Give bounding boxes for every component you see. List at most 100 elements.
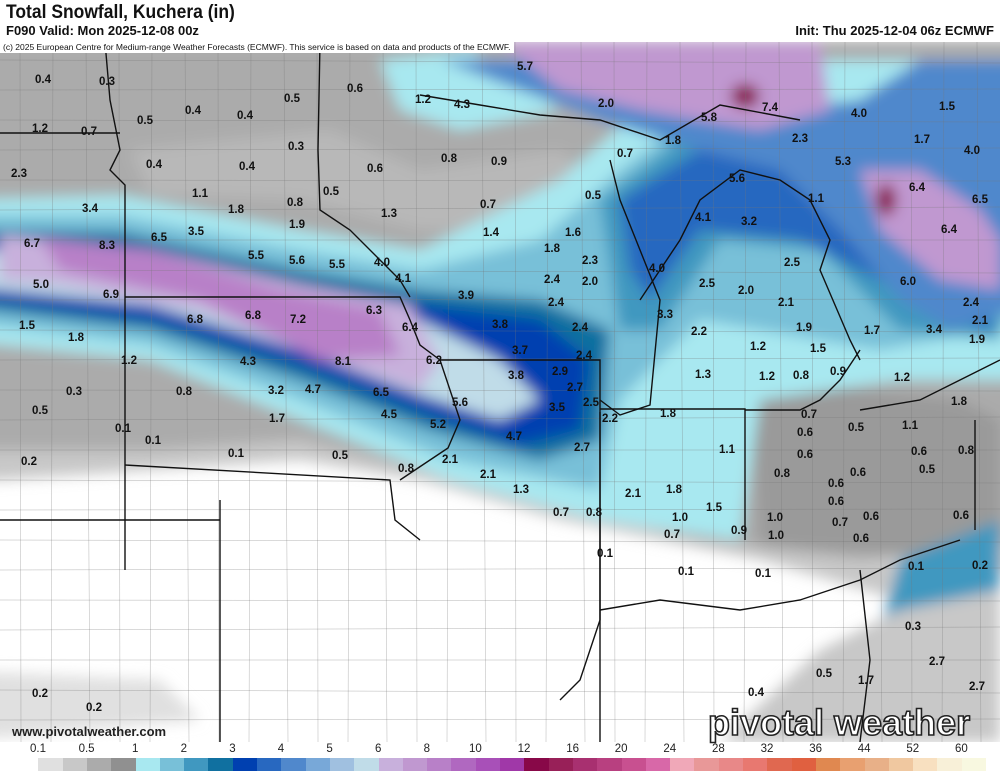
snowfall-value-label: 2.3 — [582, 255, 598, 267]
snowfall-value-label: 4.5 — [381, 409, 398, 421]
snowfall-value-label: 3.5 — [549, 402, 566, 414]
snowfall-value-label: 1.5 — [810, 343, 827, 355]
snowfall-value-label: 3.5 — [188, 226, 205, 238]
snowfall-value-label: 0.4 — [748, 687, 765, 699]
snowfall-value-label: 0.1 — [678, 566, 695, 578]
snowfall-value-label: 2.5 — [583, 397, 600, 409]
snowfall-value-label: 5.2 — [430, 419, 446, 431]
legend-swatch — [62, 758, 88, 771]
snowfall-value-label: 6.9 — [103, 289, 119, 301]
snowfall-value-label: 0.1 — [908, 561, 925, 573]
snowfall-value-label: 1.3 — [695, 369, 711, 381]
snowfall-value-label: 2.0 — [598, 98, 614, 110]
snowfall-value-label: 0.2 — [86, 702, 102, 714]
snowfall-value-label: 0.6 — [347, 83, 363, 95]
snowfall-value-label: 0.1 — [228, 448, 245, 460]
header: Total Snowfall, Kuchera (in) F090 Valid:… — [0, 0, 1000, 42]
snowfall-value-label: 0.4 — [239, 161, 256, 173]
snowfall-value-label: 1.8 — [544, 243, 561, 255]
snowfall-value-label: 2.9 — [552, 366, 568, 378]
legend-swatch — [791, 758, 817, 771]
snowfall-value-label: 0.6 — [850, 467, 866, 479]
legend-swatch — [961, 758, 987, 771]
website-url[interactable]: www.pivotalweather.com — [12, 724, 167, 739]
snowfall-value-label: 6.4 — [909, 182, 926, 194]
snowfall-value-label: 1.8 — [228, 204, 245, 216]
legend-label: 2 — [180, 743, 187, 755]
snowfall-value-label: 1.1 — [902, 420, 919, 432]
snowfall-value-label: 5.5 — [329, 259, 346, 271]
snowfall-value-label: 4.1 — [395, 273, 412, 285]
snowfall-value-label: 2.1 — [625, 488, 642, 500]
snowfall-value-label: 0.7 — [480, 199, 496, 211]
snowfall-value-label: 0.6 — [953, 510, 969, 522]
snowfall-value-label: 0.5 — [332, 450, 349, 462]
legend-swatch — [378, 758, 404, 771]
snowfall-value-label: 0.9 — [830, 366, 846, 378]
legend-swatch — [815, 758, 841, 771]
legend-swatch — [694, 758, 720, 771]
legend-swatch — [281, 758, 307, 771]
legend-label: 52 — [906, 743, 920, 755]
snowfall-value-label: 7.4 — [762, 102, 779, 114]
snowfall-value-label: 5.5 — [248, 250, 265, 262]
snowfall-value-label: 1.7 — [269, 413, 285, 425]
legend-label: 5 — [326, 743, 333, 755]
snowfall-value-label: 1.2 — [750, 341, 766, 353]
snowfall-value-label: 3.4 — [926, 324, 943, 336]
snowfall-value-label: 2.1 — [480, 469, 497, 481]
snowfall-value-label: 4.7 — [506, 431, 522, 443]
snowfall-value-label: 0.6 — [911, 446, 927, 458]
legend-swatch — [159, 758, 185, 771]
snowfall-value-label: 6.5 — [151, 232, 168, 244]
snowfall-value-label: 0.6 — [797, 449, 813, 461]
snowfall-value-label: 1.2 — [759, 371, 775, 383]
legend-swatch — [208, 758, 234, 771]
legend-label: 0.1 — [30, 743, 46, 755]
valid-time: F090 Valid: Mon 2025-12-08 00z — [6, 23, 199, 38]
snowfall-value-label: 2.7 — [929, 656, 945, 668]
legend-swatch — [621, 758, 647, 771]
snowfall-value-label: 1.1 — [719, 444, 736, 456]
snowfall-value-label: 0.3 — [66, 386, 82, 398]
legend-swatch — [840, 758, 865, 771]
legend-swatch — [329, 758, 355, 771]
snowfall-map[interactable]: 0.4 0.3 1.2 0.7 0.5 0.4 0.4 0.5 0.3 0.4 0.4 2.3 1.1 0… — [0, 42, 1000, 742]
snowfall-value-label: 1.2 — [415, 94, 431, 106]
snowfall-value-label: 3.8 — [492, 319, 509, 331]
county-grid — [0, 42, 1000, 742]
legend-swatch — [14, 758, 39, 771]
legend-swatch — [670, 758, 695, 771]
snowfall-value-label: 0.7 — [832, 517, 848, 529]
legend-swatch — [864, 758, 890, 771]
snowfall-value-label: 3.4 — [82, 203, 99, 215]
snowfall-value-label: 0.6 — [828, 478, 844, 490]
snowfall-value-label: 6.3 — [366, 305, 382, 317]
snowfall-value-label: 3.2 — [741, 216, 757, 228]
snowfall-value-label: 5.8 — [701, 112, 718, 124]
snowfall-value-label: 0.7 — [617, 148, 633, 160]
snowfall-value-label: 0.3 — [905, 621, 921, 633]
snowfall-value-label: 1.2 — [32, 123, 48, 135]
snowfall-value-label: 0.6 — [863, 511, 879, 523]
snowfall-value-label: 0.1 — [145, 435, 162, 447]
snowfall-value-label: 1.2 — [894, 372, 910, 384]
snowfall-value-label: 0.1 — [115, 423, 132, 435]
snowfall-value-label: 2.0 — [582, 276, 598, 288]
snowfall-value-label: 4.1 — [695, 212, 712, 224]
legend-label: 8 — [423, 743, 430, 755]
snowfall-value-label: 0.8 — [287, 197, 304, 209]
legend-label: 0.5 — [78, 743, 95, 755]
snowfall-value-label: 4.0 — [851, 108, 867, 120]
snowfall-value-label: 1.7 — [858, 675, 874, 687]
legend-swatch — [743, 758, 768, 771]
snowfall-value-label: 0.7 — [81, 126, 97, 138]
legend-label: 28 — [711, 743, 725, 755]
snowfall-value-label: 0.9 — [491, 156, 507, 168]
legend-swatch — [184, 758, 209, 771]
snowfall-value-label: 2.1 — [972, 315, 989, 327]
legend-swatch — [913, 758, 938, 771]
legend-swatch — [232, 758, 258, 771]
snowfall-value-label: 2.2 — [691, 326, 707, 338]
snowfall-value-label: 0.2 — [32, 688, 48, 700]
